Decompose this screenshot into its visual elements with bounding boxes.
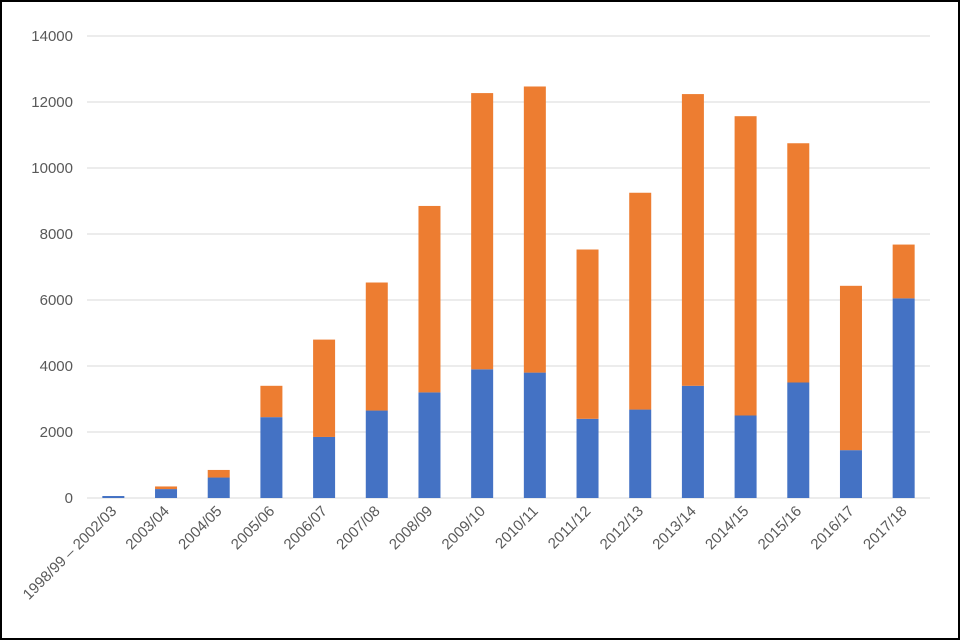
bar-segment: [365, 410, 388, 498]
y-tick-label: 8000: [40, 226, 73, 243]
bar-segment: [681, 385, 704, 498]
bar-segment: [102, 496, 125, 498]
bars: [102, 86, 915, 498]
x-tick-label: 2009/10: [439, 503, 489, 553]
bar-segment: [892, 244, 915, 299]
bar-segment: [629, 409, 652, 498]
y-tick-label: 12000: [31, 94, 73, 111]
bar-segment: [787, 382, 810, 498]
x-tick-label: 2010/11: [492, 503, 542, 553]
bar-segment: [260, 385, 283, 418]
bar-segment: [155, 486, 178, 490]
x-tick-label: 2017/18: [860, 503, 910, 553]
x-tick-label: 2014/15: [702, 503, 752, 553]
bar-segment: [365, 282, 388, 411]
bar-segment: [629, 192, 652, 410]
y-tick-label: 10000: [31, 160, 73, 177]
bar-segment: [523, 372, 546, 498]
x-tick-label: 2004/05: [175, 503, 225, 553]
bar-segment: [471, 369, 494, 498]
bar-segment: [313, 436, 336, 498]
bar-segment: [471, 93, 494, 370]
bar-segment: [418, 205, 441, 393]
x-tick-label: 2006/07: [281, 503, 331, 553]
bar-segment: [839, 285, 862, 451]
x-tick-label: 2007/08: [333, 503, 383, 553]
x-tick-label: 2012/13: [597, 503, 647, 553]
x-tick-label: 2015/16: [755, 503, 805, 553]
x-tick-label: 2003/04: [122, 503, 172, 553]
y-tick-label: 14000: [31, 28, 73, 45]
y-tick-label: 2000: [40, 424, 73, 441]
x-tick-label: 2005/06: [228, 503, 278, 553]
bar-segment: [207, 477, 230, 498]
x-tick-label: 2008/09: [386, 503, 436, 553]
y-tick-label: 0: [65, 490, 73, 507]
bar-segment: [681, 94, 704, 386]
x-tick-label: 2011/12: [545, 503, 595, 553]
y-axis-labels: 0 2000 4000 6000 8000 10000 12000 14000: [31, 28, 73, 507]
bar-segment: [155, 489, 178, 498]
bar-segment: [734, 415, 757, 498]
bar-segment: [576, 418, 599, 498]
bar-segment: [734, 116, 757, 416]
bar-segment: [787, 143, 810, 383]
bar-segment: [418, 392, 441, 498]
x-tick-label: 2016/17: [807, 503, 857, 553]
bar-segment: [523, 86, 546, 373]
bar-segment: [260, 417, 283, 498]
bar-segment: [892, 298, 915, 498]
bar-segment: [576, 249, 599, 419]
bar-segment: [839, 450, 862, 498]
y-tick-label: 6000: [40, 292, 73, 309]
x-tick-label: 1998/99 – 2002/03: [20, 503, 120, 603]
bar-segment: [313, 339, 336, 437]
gridlines: [87, 35, 930, 499]
x-tick-label: 2013/14: [649, 503, 699, 553]
x-axis-labels: 1998/99 – 2002/03 2003/04 2004/05 2005/06 20…: [20, 503, 911, 603]
y-tick-label: 4000: [40, 358, 73, 375]
bar-segment: [207, 469, 230, 478]
